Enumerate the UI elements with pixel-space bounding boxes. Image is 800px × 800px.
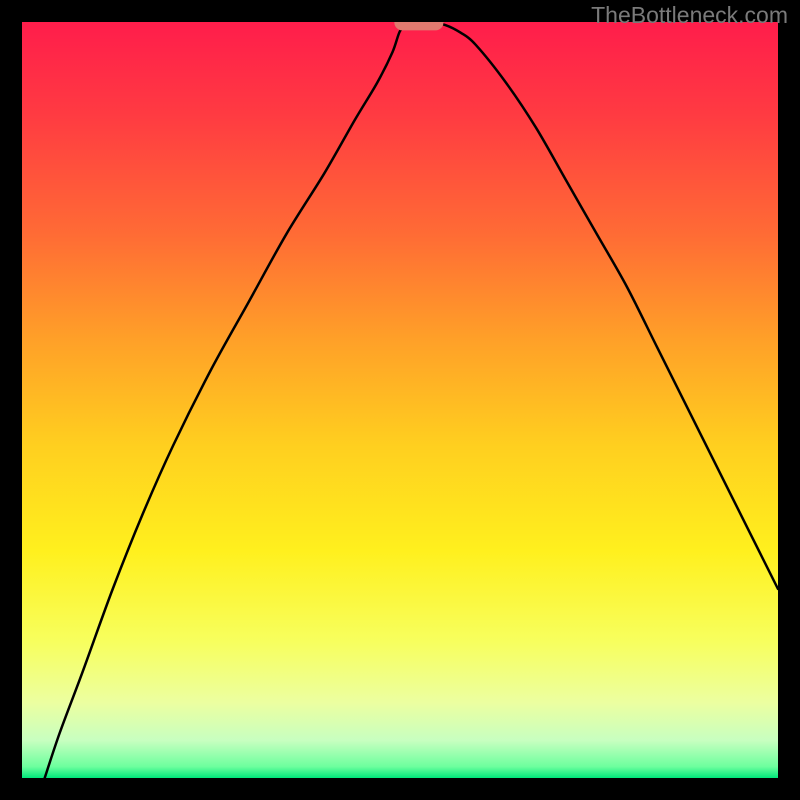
chart-canvas: TheBottleneck.com <box>0 0 800 800</box>
bottleneck-curve-chart <box>0 0 800 800</box>
watermark-text: TheBottleneck.com <box>591 2 788 29</box>
gradient-background <box>22 22 778 778</box>
